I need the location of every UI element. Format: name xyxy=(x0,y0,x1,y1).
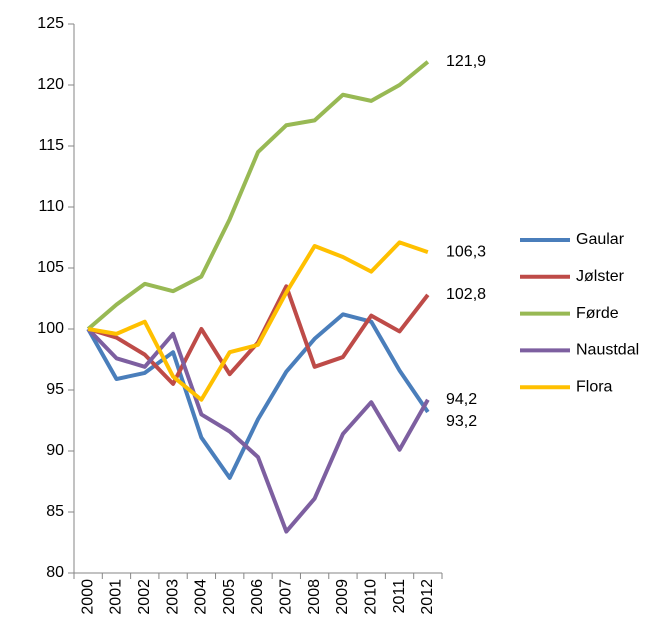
x-tick-label: 2005 xyxy=(221,579,238,615)
y-tick-label: 120 xyxy=(37,76,64,93)
series-line xyxy=(86,327,430,534)
y-tick-label: 80 xyxy=(46,564,64,581)
y-tick-label: 125 xyxy=(37,15,64,32)
x-tick-label: 2006 xyxy=(249,579,266,615)
data-label: 121,9 xyxy=(446,53,486,70)
x-tick-label: 2012 xyxy=(419,579,436,615)
x-tick-label: 2009 xyxy=(334,579,351,615)
x-tick-label: 2010 xyxy=(362,579,379,615)
series-line xyxy=(86,60,430,331)
x-tick-label: 2002 xyxy=(136,579,153,615)
legend-label: Gaular xyxy=(576,231,625,248)
x-tick-label: 2001 xyxy=(108,579,125,615)
series-line xyxy=(87,240,429,402)
x-tick-label: 2008 xyxy=(306,579,323,615)
data-label: 94,2 xyxy=(446,391,477,408)
y-tick-label: 95 xyxy=(46,381,64,398)
series-line xyxy=(86,312,430,480)
x-tick-label: 2000 xyxy=(79,579,96,615)
legend-label: Jølster xyxy=(576,268,625,285)
y-tick-label: 85 xyxy=(46,503,64,520)
y-tick-label: 100 xyxy=(37,320,64,337)
x-tick-label: 2003 xyxy=(164,579,181,615)
y-tick-label: 115 xyxy=(38,137,64,154)
y-tick-label: 110 xyxy=(38,198,64,215)
y-tick-label: 105 xyxy=(37,259,64,276)
x-tick-label: 2011 xyxy=(391,579,408,614)
data-label: 93,2 xyxy=(446,413,477,430)
x-tick-label: 2004 xyxy=(193,579,210,615)
data-label: 106,3 xyxy=(446,243,486,260)
data-label: 102,8 xyxy=(446,286,486,303)
legend-label: Flora xyxy=(576,378,613,395)
legend-label: Førde xyxy=(576,305,619,322)
y-tick-label: 90 xyxy=(46,442,64,459)
x-tick-label: 2007 xyxy=(278,579,295,615)
legend-label: Naustdal xyxy=(576,342,639,359)
